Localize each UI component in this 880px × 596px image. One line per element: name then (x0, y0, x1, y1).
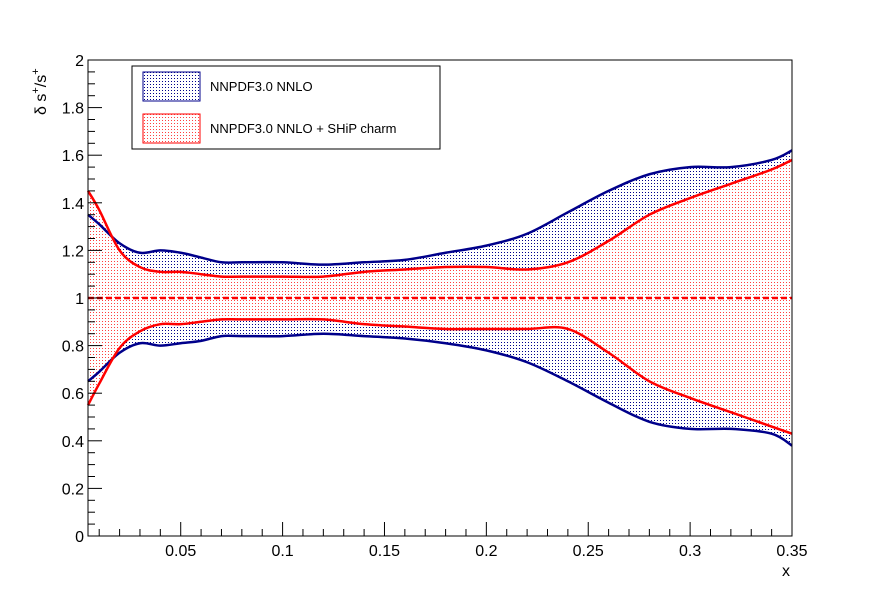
x-tick-label: 0.25 (573, 543, 604, 560)
y-tick-label: 1.2 (62, 243, 84, 260)
x-axis: 0.05 0.1 0.15 0.2 0.25 0.3 0.35 (98, 522, 808, 560)
line-ship-upper (86, 158, 793, 279)
y-axis-title-group: δ s+/s+ (30, 68, 50, 115)
legend-label-ship: NNPDF3.0 NNLO + SHiP charm (210, 121, 397, 136)
y-tick-label: 2 (75, 53, 84, 70)
legend: NNPDF3.0 NNLO NNPDF3.0 NNLO + SHiP charm (131, 65, 441, 150)
x-tick-label: 0.2 (475, 543, 497, 560)
y-tick-label: 0.4 (62, 434, 84, 451)
line-ship-lower (86, 317, 793, 435)
line-nnpdf-upper (87, 149, 793, 266)
y-axis-title-base: δ s (33, 94, 50, 115)
y-tick-label: 1.4 (62, 196, 84, 213)
y-axis-title-mid: /s (33, 75, 50, 87)
legend-swatch-nnpdf (142, 71, 201, 102)
x-tick-label: 0.35 (776, 543, 807, 560)
y-tick-label: 1 (75, 291, 84, 308)
y-tick-label: 0.6 (62, 386, 84, 403)
x-axis-title: x (782, 563, 790, 580)
y-axis-title-sup1: + (30, 87, 42, 93)
x-tick-label: 0.05 (165, 543, 196, 560)
x-tick-label: 0.1 (271, 543, 293, 560)
svg-text:δ s+/s+: δ s+/s+ (30, 68, 50, 115)
line-nnpdf-lower (87, 332, 793, 447)
legend-label-nnpdf: NNPDF3.0 NNLO (210, 79, 313, 94)
y-tick-label: 0.2 (62, 481, 84, 498)
y-axis: 0 0.2 0.4 0.6 0.8 1 1.2 1.4 1.6 1.8 2 (62, 53, 102, 546)
y-tick-label: 0 (75, 529, 84, 546)
y-tick-label: 1.6 (62, 148, 84, 165)
y-tick-label: 1.8 (62, 101, 84, 118)
plot-area (86, 149, 793, 447)
y-tick-label: 0.8 (62, 339, 84, 356)
x-tick-label: 0.3 (679, 543, 701, 560)
legend-swatch-ship (142, 113, 201, 144)
x-tick-label: 0.15 (369, 543, 400, 560)
y-axis-title-sup2: + (30, 68, 42, 74)
